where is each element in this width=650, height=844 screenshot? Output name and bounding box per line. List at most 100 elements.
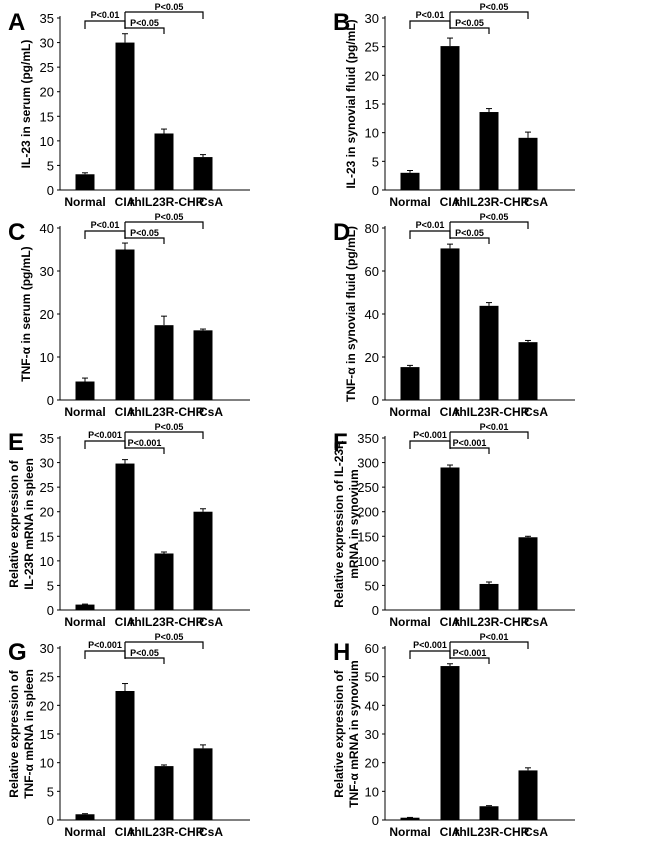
bracket-normal-cia xyxy=(409,20,451,29)
x-tick-label: Normal xyxy=(64,825,105,839)
y-tick-label: 0 xyxy=(372,813,379,828)
y-tick-label: 5 xyxy=(47,578,54,593)
y-tick-label: 0 xyxy=(47,183,54,198)
bar-normal xyxy=(400,817,420,820)
y-tick-label: 60 xyxy=(365,264,379,279)
chart-svg: B 0 5 10 15 20 25 30 IL-23 in synovial fluid (pg… xyxy=(333,2,575,209)
significance-label: P<0.05 xyxy=(155,422,184,432)
y-tick-label: 60 xyxy=(365,641,379,656)
y-tick-label: 25 xyxy=(365,40,379,55)
bar-cia xyxy=(115,42,135,191)
y-tick-label: 0 xyxy=(372,603,379,618)
x-tick-label: rhIL23R-CHR xyxy=(455,615,530,629)
x-tick-label: CsA xyxy=(199,825,223,839)
bar-normal xyxy=(400,172,420,190)
y-tick-label: 40 xyxy=(365,307,379,322)
x-tick-label: CsA xyxy=(524,825,548,839)
panel-g: G 0 5 10 15 20 25 30 Relative expression of TNF-α… xyxy=(0,630,325,841)
y-axis-label: TNF-α mRNA in spleen xyxy=(22,669,36,799)
bar-rhil23r-chr xyxy=(154,325,174,400)
bracket-cia-rhil23r xyxy=(450,27,490,34)
y-tick-label: 150 xyxy=(357,529,379,544)
significance-label: P<0.05 xyxy=(155,632,184,642)
y-tick-label: 0 xyxy=(47,393,54,408)
bracket-cia-csa xyxy=(450,641,529,649)
panel-letter: E xyxy=(8,429,24,456)
x-tick-label: CsA xyxy=(524,405,548,419)
x-tick-label: Normal xyxy=(64,405,105,419)
y-axis-label: Relative expression of xyxy=(7,459,21,587)
bar-csa xyxy=(193,157,213,190)
panel-a: A 0 5 10 15 20 25 30 35 IL-23 in serum (pg/mL) Nor… xyxy=(0,0,325,211)
y-tick-label: 30 xyxy=(40,456,54,471)
bracket-cia-rhil23r xyxy=(450,447,490,454)
y-tick-label: 250 xyxy=(357,480,379,495)
y-tick-label: 20 xyxy=(40,505,54,520)
chart-svg: E 0 5 10 15 20 25 30 35 Relative expression of IL-… xyxy=(7,422,250,629)
bar-cia xyxy=(440,467,460,610)
chart-svg: C 0 10 20 30 40 TNF-α in serum (pg/mL) Normal CI… xyxy=(8,212,250,419)
panel-c: C 0 10 20 30 40 TNF-α in serum (pg/mL) Normal CI… xyxy=(0,210,325,421)
bar-normal xyxy=(75,814,95,820)
x-tick-label: rhIL23R-CHR xyxy=(130,615,205,629)
significance-label: P<0.001 xyxy=(413,430,447,440)
y-axis-label: TNF-α in serum (pg/mL) xyxy=(19,246,33,381)
bar-cia xyxy=(440,666,460,820)
significance-label: P<0.05 xyxy=(480,212,509,222)
significance-label: P<0.001 xyxy=(413,640,447,650)
bar-cia xyxy=(440,248,460,400)
panel-letter: H xyxy=(333,639,350,666)
bracket-cia-rhil23r xyxy=(450,657,490,664)
y-tick-label: 80 xyxy=(365,221,379,236)
bar-rhil23r-chr xyxy=(154,133,174,190)
bracket-cia-csa xyxy=(450,221,529,229)
y-tick-label: 200 xyxy=(357,505,379,520)
y-tick-label: 25 xyxy=(40,60,54,75)
chart-svg: A 0 5 10 15 20 25 30 35 IL-23 in serum (pg/mL) Nor… xyxy=(8,2,250,209)
y-tick-label: 10 xyxy=(40,756,54,771)
chart-svg: D 0 20 40 60 80 TNF-α in synovial fluid (pg/mL… xyxy=(333,212,575,419)
y-tick-label: 40 xyxy=(40,221,54,236)
bracket-cia-rhil23r xyxy=(125,657,165,664)
x-tick-label: CsA xyxy=(199,195,223,209)
y-axis-label: TNF-α in synovial fluid (pg/mL) xyxy=(344,226,358,402)
y-tick-label: 50 xyxy=(365,578,379,593)
y-axis-label: TNF-α mRNA in synovium xyxy=(347,660,361,808)
y-tick-label: 30 xyxy=(40,36,54,51)
significance-label: P<0.05 xyxy=(130,648,159,658)
x-tick-label: rhIL23R-CHR xyxy=(455,405,530,419)
y-tick-label: 25 xyxy=(40,670,54,685)
bar-normal xyxy=(400,367,420,400)
x-tick-label: CIA xyxy=(115,405,136,419)
y-tick-label: 20 xyxy=(40,85,54,100)
bracket-cia-csa xyxy=(125,431,204,439)
x-tick-label: rhIL23R-CHR xyxy=(130,195,205,209)
y-tick-label: 15 xyxy=(365,97,379,112)
y-tick-label: 0 xyxy=(47,813,54,828)
x-tick-label: rhIL23R-CHR xyxy=(130,405,205,419)
y-tick-label: 30 xyxy=(365,727,379,742)
x-tick-label: rhIL23R-CHR xyxy=(455,825,530,839)
x-tick-label: Normal xyxy=(389,615,430,629)
x-tick-label: CIA xyxy=(440,825,461,839)
y-tick-label: 10 xyxy=(40,134,54,149)
y-tick-label: 20 xyxy=(365,350,379,365)
significance-label: P<0.05 xyxy=(155,2,184,12)
y-tick-label: 20 xyxy=(40,307,54,322)
x-tick-label: CsA xyxy=(199,405,223,419)
y-axis-label: IL-23R mRNA in spleen xyxy=(22,458,36,590)
y-tick-label: 10 xyxy=(40,350,54,365)
chart-svg: H 0 10 20 30 40 50 60 Relative expression of TNF-… xyxy=(332,632,575,839)
bar-csa xyxy=(193,748,213,820)
bar-rhil23r-chr xyxy=(154,553,174,610)
bar-csa xyxy=(518,770,538,820)
panel-h: H 0 10 20 30 40 50 60 Relative expression of TNF-… xyxy=(325,630,650,841)
bracket-cia-rhil23r xyxy=(125,237,165,244)
significance-label: P<0.001 xyxy=(128,438,162,448)
y-tick-label: 15 xyxy=(40,529,54,544)
y-tick-label: 0 xyxy=(372,393,379,408)
significance-label: P<0.01 xyxy=(91,10,120,20)
y-tick-label: 5 xyxy=(47,784,54,799)
bar-rhil23r-chr xyxy=(479,806,499,820)
y-tick-label: 35 xyxy=(40,11,54,26)
